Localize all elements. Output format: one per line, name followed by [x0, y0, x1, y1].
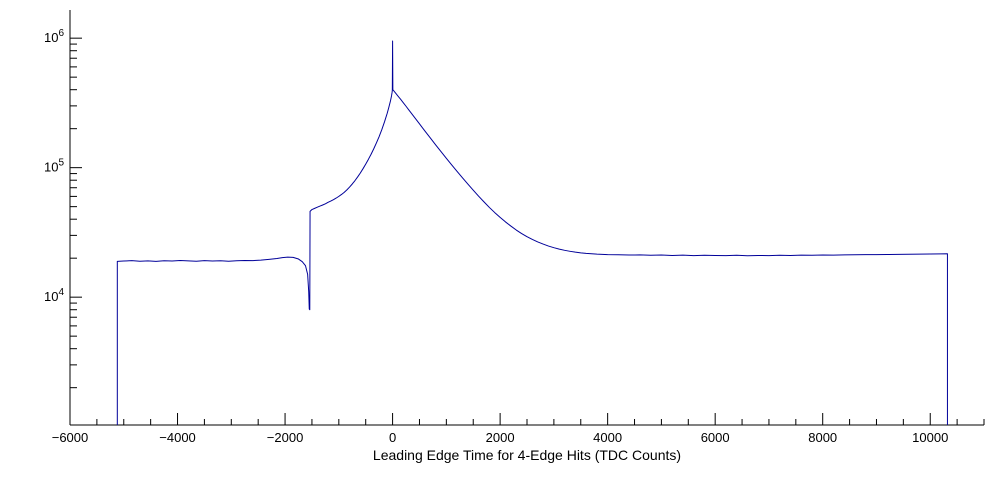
y-tick-label: 104 — [44, 287, 64, 304]
x-tick-label: 8000 — [808, 430, 837, 445]
y-tick-label: 106 — [44, 28, 64, 45]
y-tick-label: 105 — [44, 158, 64, 175]
histogram-line — [116, 40, 948, 425]
x-tick-label: 10000 — [912, 430, 948, 445]
x-tick-label: 0 — [389, 430, 396, 445]
axes: −6000 −4000 −2000 0 2000 4000 6000 8000 10000 104… — [44, 10, 985, 445]
x-axis-title: Leading Edge Time for 4-Edge Hits (TDC C… — [373, 447, 681, 463]
x-tick-label: 2000 — [486, 430, 515, 445]
histogram-line-group — [116, 40, 948, 425]
x-tick-label: −2000 — [267, 430, 304, 445]
x-tick-label: 6000 — [701, 430, 730, 445]
x-tick-label: −6000 — [52, 430, 89, 445]
x-tick-label: 4000 — [593, 430, 622, 445]
x-tick-label: −4000 — [159, 430, 196, 445]
